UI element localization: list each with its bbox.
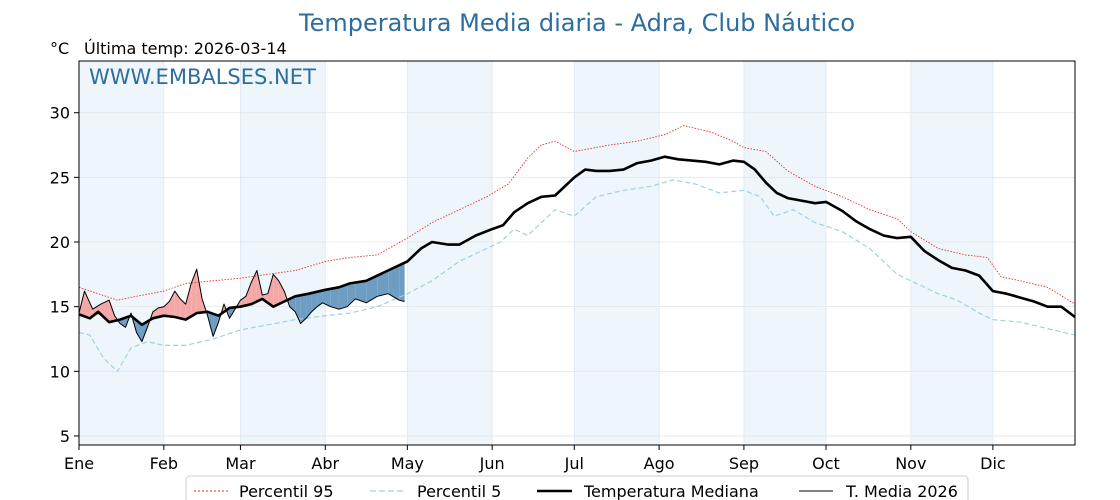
anomaly-above xyxy=(163,301,170,317)
month-band xyxy=(79,61,164,445)
x-tick-label: Ago xyxy=(644,454,675,473)
legend-box xyxy=(185,475,969,500)
anomaly-above xyxy=(267,274,274,307)
anomaly-above xyxy=(245,282,252,306)
x-tick-label: Dic xyxy=(980,454,1006,473)
anomaly-below xyxy=(141,321,148,342)
x-tick-label: Jun xyxy=(479,454,505,473)
legend-label-p5: Percentil 5 xyxy=(417,482,501,500)
anomaly-above xyxy=(185,283,192,320)
x-tick-label: Ene xyxy=(64,454,94,473)
anomaly-above xyxy=(158,306,164,317)
anomaly-above xyxy=(251,270,257,305)
anomaly-below xyxy=(388,265,400,301)
anomaly-above xyxy=(273,274,279,307)
series-median xyxy=(78,155,1076,327)
legend-label-current: T. Media 2026 xyxy=(845,482,958,500)
watermark: WWW.EMBALSES.NET xyxy=(89,65,316,89)
x-tick-label: Mar xyxy=(225,454,256,473)
anomaly-above xyxy=(196,269,203,314)
x-tick-label: Jul xyxy=(564,454,584,473)
legend: Percentil 95 Percentil 5 Temperatura Med… xyxy=(185,475,969,500)
anomaly-below xyxy=(295,295,301,324)
month-band xyxy=(910,61,993,445)
anomaly-below xyxy=(213,313,219,337)
x-tick-label: Oct xyxy=(812,454,840,473)
anomaly-below xyxy=(366,275,378,303)
y-axis-ticks: 5 10 15 20 25 30 xyxy=(50,104,79,446)
x-tick-label: Feb xyxy=(150,454,178,473)
anomaly-above xyxy=(152,307,159,319)
x-axis-ticks: Ene Feb Mar Abr May Jun Jul Ago Sep Oct Nov Dic xyxy=(64,445,1006,473)
series-lines xyxy=(78,125,1076,372)
y-tick-label: 15 xyxy=(50,298,70,317)
anomaly-below xyxy=(330,287,339,310)
x-tick-label: May xyxy=(391,454,424,473)
x-tick-label: Abr xyxy=(311,454,339,473)
series-p95 xyxy=(78,125,1076,305)
y-tick-label: 25 xyxy=(50,168,70,187)
anomaly-above xyxy=(278,280,285,305)
chart-title: Temperatura Media diaria - Adra, Club Ná… xyxy=(298,9,855,37)
anomaly-above xyxy=(240,296,246,307)
unit-label: °C xyxy=(50,39,69,58)
x-tick-label: Nov xyxy=(895,454,926,473)
y-tick-label: 20 xyxy=(50,233,70,252)
anomaly-above xyxy=(84,291,93,317)
series-current xyxy=(78,268,405,343)
anomaly-above xyxy=(180,298,186,320)
month-band xyxy=(743,61,826,445)
month-band xyxy=(407,61,493,445)
y-tick-label: 10 xyxy=(50,362,70,381)
y-tick-label: 30 xyxy=(50,104,70,123)
month-bands xyxy=(79,61,993,445)
anomaly-above xyxy=(174,291,181,319)
legend-label-median: Temperatura Mediana xyxy=(583,482,759,500)
anomaly-below xyxy=(338,284,348,310)
anomaly-below xyxy=(355,280,367,303)
last-temp-label: Última temp: 2026-03-14 xyxy=(84,39,287,58)
anomaly-below xyxy=(399,262,405,302)
anomaly-below xyxy=(289,296,296,312)
anomaly-below xyxy=(136,320,142,342)
x-tick-label: Sep xyxy=(729,454,759,473)
anomaly-below xyxy=(317,290,323,307)
legend-label-p95: Percentil 95 xyxy=(239,482,334,500)
month-band xyxy=(240,61,326,445)
anomaly-below xyxy=(377,270,389,297)
anomaly-below xyxy=(311,291,318,312)
y-tick-label: 5 xyxy=(60,427,70,446)
series-p5 xyxy=(78,179,1076,372)
anomaly-above xyxy=(169,291,175,317)
anomaly-below xyxy=(306,293,312,319)
month-band xyxy=(574,61,660,445)
anomaly-below xyxy=(322,288,331,307)
anomaly-above xyxy=(109,300,115,323)
anomaly-below xyxy=(300,294,307,324)
anomaly-above xyxy=(100,300,110,323)
plot-frame xyxy=(78,60,1076,446)
